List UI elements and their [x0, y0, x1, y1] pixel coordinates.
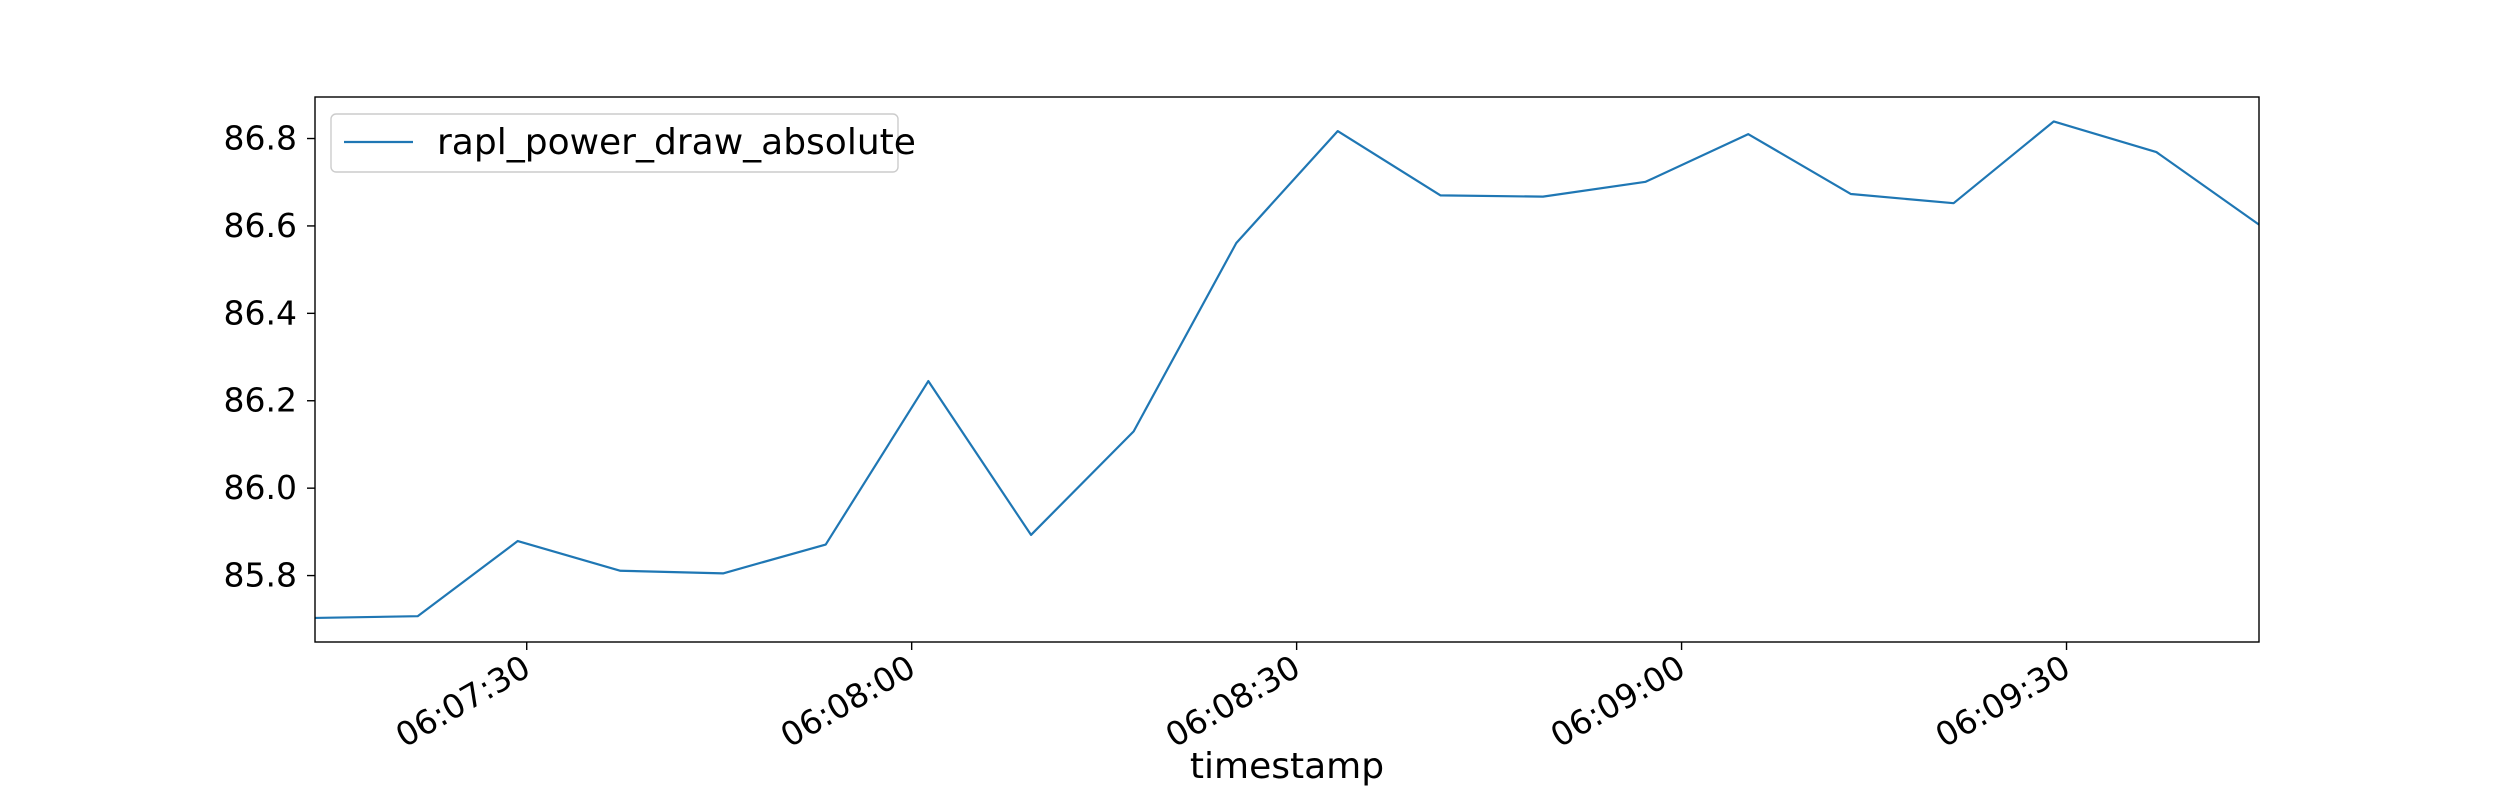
y-axis-ticks: 85.8 86.0 86.2 86.4 86.6 86.8 — [224, 119, 315, 595]
legend-box — [330, 113, 899, 173]
y-tick-label: 86.8 — [224, 119, 297, 158]
y-tick-label: 86.0 — [224, 468, 297, 507]
y-tick-label: 86.2 — [224, 381, 297, 420]
y-tick-label: 86.4 — [224, 293, 297, 332]
series-line-rapl-power-draw-absolute — [314, 120, 2260, 620]
plot-area-frame — [314, 96, 2260, 643]
x-axis-title: timestamp — [1190, 746, 1384, 787]
y-tick-label: 85.8 — [224, 556, 297, 595]
legend-label: rapl_power_draw_absolute — [437, 122, 916, 163]
legend: rapl_power_draw_absolute — [330, 113, 916, 173]
y-tick-label: 86.6 — [224, 206, 297, 245]
